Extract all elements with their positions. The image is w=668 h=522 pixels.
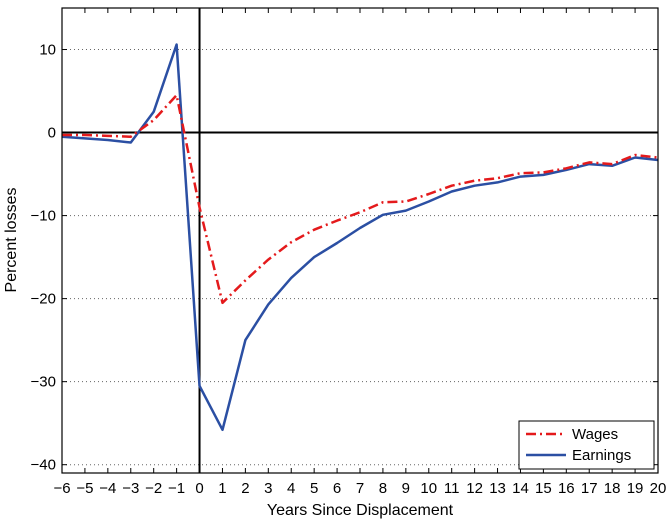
x-tick-label: −6 [53,480,70,497]
y-axis-ticks: −40 −30 −20 −10 0 10 [31,42,658,474]
y-tick-label: 10 [39,42,56,59]
x-tick-label: −5 [76,480,93,497]
x-tick-label: −1 [168,480,185,497]
y-tick-label: −30 [31,374,56,391]
x-tick-label: 17 [581,480,598,497]
legend-box [518,420,655,470]
reference-lines [62,8,658,473]
legend-label-earnings: Earnings [572,447,631,464]
x-tick-label: 4 [287,480,295,497]
x-tick-label: 5 [310,480,318,497]
legend-label-wages: Wages [572,426,618,443]
x-tick-label: 1 [218,480,226,497]
x-tick-label: 20 [650,480,667,497]
x-axis-ticks: −6 −5 −4 −3 −2 −1 0 1 2 3 4 5 6 7 8 9 10 11 12 13 14 15 16 17 18… [53,8,666,497]
x-tick-label: 0 [195,480,203,497]
x-tick-label: 11 [444,480,460,497]
x-axis-label: Years Since Displacement [267,502,454,519]
legend: Wages Earnings [518,420,655,470]
plot-background [62,8,658,473]
x-tick-label: 7 [356,480,364,497]
series-lines [61,43,659,432]
x-tick-label: 9 [402,480,410,497]
series-line-wages [62,93,659,305]
x-tick-label: −4 [99,480,116,497]
x-tick-label: 12 [466,480,483,497]
x-tick-label: 10 [420,480,437,497]
x-tick-label: 13 [489,480,506,497]
x-tick-label: 8 [379,480,387,497]
x-tick-label: 14 [512,480,529,497]
x-tick-label: 6 [333,480,341,497]
x-tick-label: 3 [264,480,272,497]
y-axis-label: Percent losses [3,188,20,293]
y-tick-label: −40 [31,457,56,474]
x-tick-label: 16 [558,480,575,497]
series-line-earnings [61,43,659,432]
x-tick-label: 18 [604,480,621,497]
x-tick-label: −3 [122,480,139,497]
x-tick-label: 15 [535,480,552,497]
x-tick-label: −2 [145,480,162,497]
y-tick-label: 0 [48,125,56,142]
x-tick-label: 2 [241,480,249,497]
x-tick-label: 19 [627,480,644,497]
y-tick-label: −10 [31,208,56,225]
y-tick-label: −20 [31,291,56,308]
